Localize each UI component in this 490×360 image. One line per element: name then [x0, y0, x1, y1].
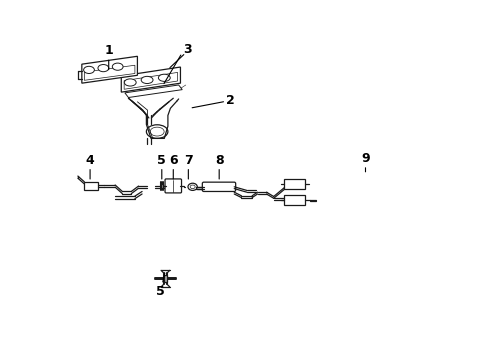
Ellipse shape — [124, 79, 136, 86]
Ellipse shape — [147, 125, 168, 138]
Ellipse shape — [112, 63, 123, 70]
Text: 6: 6 — [169, 154, 177, 179]
Bar — [161, 184, 163, 188]
Bar — [285, 179, 305, 189]
FancyBboxPatch shape — [202, 182, 236, 192]
Bar — [164, 275, 167, 282]
Ellipse shape — [188, 183, 197, 190]
Text: 1: 1 — [104, 44, 113, 69]
Text: 8: 8 — [215, 154, 223, 179]
Text: 3: 3 — [183, 42, 192, 55]
FancyBboxPatch shape — [165, 179, 181, 193]
Ellipse shape — [141, 76, 153, 84]
Polygon shape — [82, 56, 137, 83]
Text: 4: 4 — [86, 154, 95, 179]
Ellipse shape — [98, 64, 109, 72]
Ellipse shape — [158, 74, 170, 81]
Bar — [285, 195, 305, 205]
Ellipse shape — [84, 66, 95, 73]
Text: 9: 9 — [361, 152, 370, 172]
Text: 5: 5 — [157, 154, 166, 179]
Bar — [84, 182, 98, 190]
Polygon shape — [125, 85, 182, 98]
Text: 2: 2 — [192, 94, 235, 108]
Polygon shape — [122, 67, 180, 92]
Text: 7: 7 — [184, 154, 193, 179]
Text: 5: 5 — [156, 273, 165, 298]
